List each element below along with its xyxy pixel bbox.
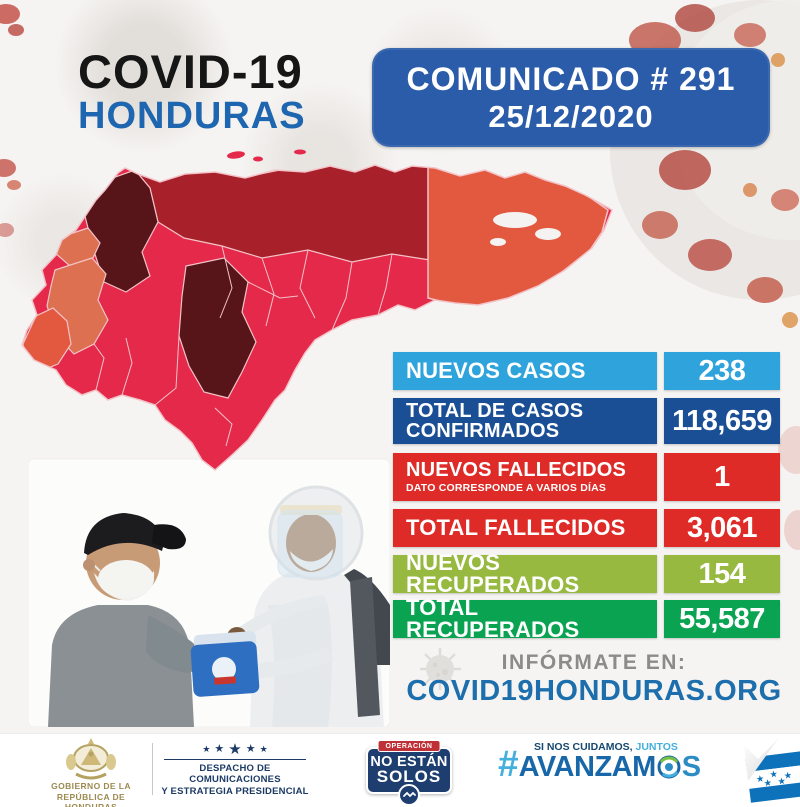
- stat-value: 3,061: [664, 509, 780, 547]
- honduras-flag-page-curl: ★ ★ ★ ★ ★: [744, 739, 800, 803]
- aid-package: [190, 631, 260, 697]
- stat-row-nuevos-casos: NUEVOS CASOS 238: [393, 352, 780, 390]
- gobierno-label-line1: GOBIERNO DE LA: [51, 781, 131, 791]
- svg-text:★: ★: [756, 774, 765, 784]
- health-worker-figure: [227, 485, 390, 727]
- title-honduras: HONDURAS: [78, 95, 306, 137]
- operacion-no-estan-solos-badge: OPERACIÓN NO ESTÁN SOLOS: [364, 740, 454, 806]
- stat-row-total-casos: TOTAL DE CASOS CONFIRMADOS 118,659: [393, 398, 780, 444]
- stat-label-box: TOTAL DE CASOS CONFIRMADOS: [393, 398, 657, 444]
- informate-section: INFÓRMATE EN: COVID19HONDURAS.ORG: [398, 651, 790, 708]
- map-lagoon: [490, 238, 506, 246]
- stat-label: NUEVOS CASOS: [406, 357, 586, 383]
- handshake-icon: [398, 784, 420, 806]
- svg-text:★: ★: [764, 778, 773, 788]
- title-covid19: COVID-19: [78, 45, 303, 98]
- stat-label: TOTAL RECUPERADOS: [406, 594, 580, 642]
- five-stars-icon: ★ ★ ★ ★ ★: [202, 740, 268, 758]
- svg-text:★: ★: [784, 771, 793, 781]
- stat-row-nuevos-recuperados: NUEVOS RECUPERADOS 154: [393, 551, 780, 596]
- informate-prompt: INFÓRMATE EN:: [501, 651, 687, 674]
- map-department-borders: [93, 245, 393, 447]
- globe-icon: [657, 755, 681, 779]
- tagline-light: JUNTOS: [632, 741, 678, 753]
- comunicado-banner: COMUNICADO # 291 25/12/2020: [372, 48, 770, 147]
- map-region-gracias-a-dios: [427, 165, 609, 307]
- gobierno-label-line2: REPÚBLICA DE HONDURAS: [56, 791, 126, 807]
- stat-label-box: TOTAL RECUPERADOS: [393, 596, 657, 641]
- stat-label: TOTAL DE CASOS CONFIRMADOS: [406, 399, 584, 442]
- virus-specks-left-decoration: [0, 4, 24, 237]
- hash-symbol: #: [498, 742, 519, 784]
- operacion-tab: OPERACIÓN: [377, 740, 441, 752]
- svg-text:★: ★: [770, 769, 779, 779]
- despacho-logo-block: ★ ★ ★ ★ ★ DESPACHO DE COMUNICACIONES Y ESTRA…: [160, 741, 310, 797]
- stat-row-nuevos-fallecidos: NUEVOS FALLECIDOS DATO CORRESPONDE A VAR…: [393, 453, 780, 501]
- footer-divider: [152, 743, 153, 795]
- stat-value: 118,659: [664, 398, 780, 444]
- man-receiving-figure: [48, 513, 247, 727]
- gobierno-logo-block: GOBIERNO DE LA REPÚBLICA DE HONDURAS: [35, 738, 147, 807]
- despacho-rule: [164, 759, 306, 760]
- avanzamos-final-s: S: [681, 750, 702, 783]
- map-bay-islands: [227, 149, 306, 162]
- footer-bar: GOBIERNO DE LA REPÚBLICA DE HONDURAS ★★★…: [0, 733, 800, 807]
- despacho-label-line1: DESPACHO DE COMUNICACIONES: [189, 763, 281, 786]
- stat-sublabel: DATO CORRESPONDE A VARIOS DÍAS: [406, 481, 607, 494]
- stat-row-total-fallecidos: TOTAL FALLECIDOS 3,061: [393, 509, 780, 547]
- badge-line1: NO ESTÁN: [370, 753, 448, 770]
- avanzamos-logo: SI NOS CUIDAMOS, JUNTOS # AVANZAM S: [498, 742, 728, 782]
- aid-delivery-photo: [28, 458, 390, 727]
- covid19honduras-link[interactable]: COVID19HONDURAS.ORG: [406, 675, 782, 708]
- map-lagoon: [493, 212, 537, 228]
- avanzamos-letters: AVANZAM: [518, 750, 657, 783]
- stat-row-total-recuperados: TOTAL RECUPERADOS 55,587: [393, 596, 780, 641]
- comunicado-number: COMUNICADO # 291: [406, 60, 736, 97]
- virus-specks-right-decoration: [778, 426, 800, 550]
- stat-value: 238: [664, 352, 780, 390]
- page-title: COVID-19 HONDURAS: [78, 48, 306, 135]
- comunicado-date: 25/12/2020: [488, 98, 654, 134]
- map-lagoon: [535, 228, 561, 240]
- stat-label-box: NUEVOS RECUPERADOS: [393, 551, 657, 596]
- stat-label: TOTAL FALLECIDOS: [406, 514, 626, 540]
- map-region-francisco-morazan: [178, 257, 257, 399]
- despacho-label-line2: Y ESTRATEGIA PRESIDENCIAL: [161, 785, 309, 797]
- stat-label: NUEVOS FALLECIDOS: [406, 459, 627, 482]
- stat-value: 154: [664, 555, 780, 593]
- avanzamos-tagline: SI NOS CUIDAMOS, JUNTOS: [534, 742, 728, 753]
- stat-value: 55,587: [664, 600, 780, 638]
- honduras-coat-of-arms-icon: [66, 738, 116, 780]
- avanzamos-wordmark: # AVANZAM S: [498, 745, 728, 783]
- stat-value: 1: [664, 453, 780, 501]
- map-country-outline: [21, 164, 613, 471]
- stat-label-box: NUEVOS FALLECIDOS DATO CORRESPONDE A VAR…: [393, 453, 657, 501]
- virus-icon: [420, 648, 461, 690]
- tagline-dark: SI NOS CUIDAMOS,: [534, 741, 633, 753]
- badge-line2: SOLOS: [376, 767, 442, 787]
- stat-label: NUEVOS RECUPERADOS: [406, 549, 580, 597]
- stat-label-box: NUEVOS CASOS: [393, 352, 657, 390]
- svg-text:★: ★: [777, 776, 786, 786]
- stat-label-box: TOTAL FALLECIDOS: [393, 509, 657, 547]
